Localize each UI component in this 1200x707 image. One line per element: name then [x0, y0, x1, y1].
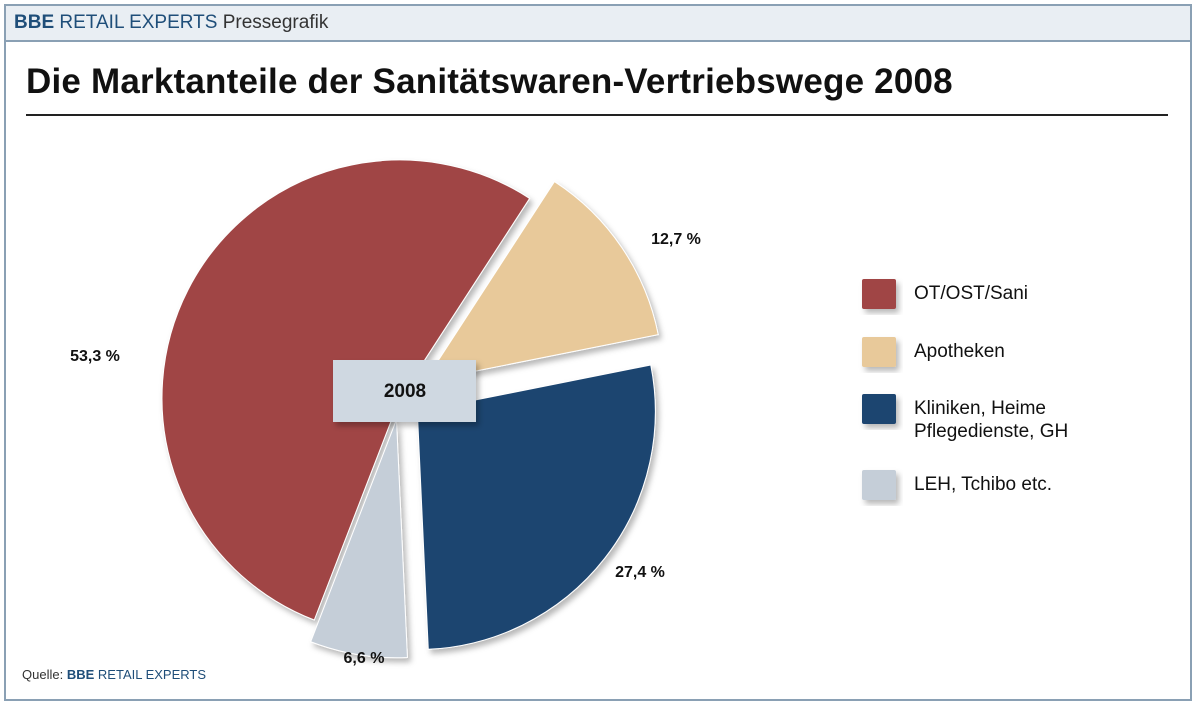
slice-label-kliniken-heime-pflegedienste-gh: 27,4 %	[615, 564, 665, 581]
source-note: Quelle: BBE RETAIL EXPERTS	[22, 667, 206, 682]
source-retail-experts: RETAIL EXPERTS	[97, 667, 207, 682]
brand-bbe: BBE	[14, 12, 55, 33]
legend-label-leh-tchibo-etc: LEH, Tchibo etc.	[914, 474, 1052, 495]
center-year-box	[333, 360, 476, 422]
slice-label-apotheken: 12,7 %	[651, 231, 701, 248]
brand-line: BBE RETAIL EXPERTS Pressegrafik	[14, 12, 328, 34]
legend-label-apotheken: Apotheken	[914, 341, 1005, 362]
center-year-label: 2008	[384, 381, 426, 402]
legend-swatch-ot-ost-sani	[862, 279, 896, 309]
legend-label-kliniken-heime-pflegedienste-gh-line-2: Pflegedienste, GH	[914, 421, 1068, 442]
legend-swatch-apotheken	[862, 337, 896, 367]
source-bbe: BBE	[66, 667, 95, 682]
slice-label-ot-ost-sani: 53,3 %	[70, 348, 120, 365]
brand-retail-experts: RETAIL EXPERTS	[59, 12, 218, 33]
legend-swatch-leh-tchibo-etc	[862, 470, 896, 500]
legend-swatch-kliniken-heime-pflegedienste-gh	[862, 394, 896, 424]
chart-title: Die Marktanteile der Sanitätswaren-Vertr…	[26, 62, 953, 101]
title-rule	[26, 114, 1168, 116]
legend-label-ot-ost-sani: OT/OST/Sani	[914, 283, 1028, 304]
pie-slice-leh-tchibo-etc	[310, 419, 408, 659]
brand-pressegrafik: Pressegrafik	[222, 12, 329, 33]
source-prefix: Quelle:	[22, 667, 64, 682]
pie-slice-apotheken	[423, 180, 659, 382]
pie-slice-kliniken-heime-pflegedienste-gh	[416, 364, 656, 650]
slice-label-leh-tchibo-etc: 6,6 %	[344, 650, 385, 667]
header-strip: BBE RETAIL EXPERTS Pressegrafik	[6, 6, 1190, 42]
legend-label-kliniken-heime-pflegedienste-gh-line-1: Kliniken, Heime	[914, 398, 1046, 419]
